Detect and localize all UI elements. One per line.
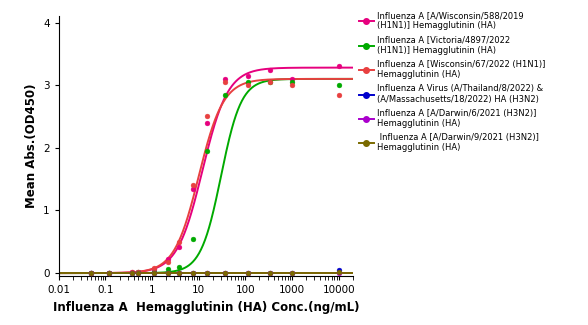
Legend: Influenza A [A/Wisconsin/588/2019
(H1N1)] Hemagglutinin (HA), Influenza A [Victo: Influenza A [A/Wisconsin/588/2019 (H1N1)… [359, 11, 546, 152]
X-axis label: Influenza A  Hemagglutinin (HA) Conc.(ng/mL): Influenza A Hemagglutinin (HA) Conc.(ng/… [52, 301, 359, 314]
Y-axis label: Mean Abs.(OD450): Mean Abs.(OD450) [25, 84, 38, 209]
